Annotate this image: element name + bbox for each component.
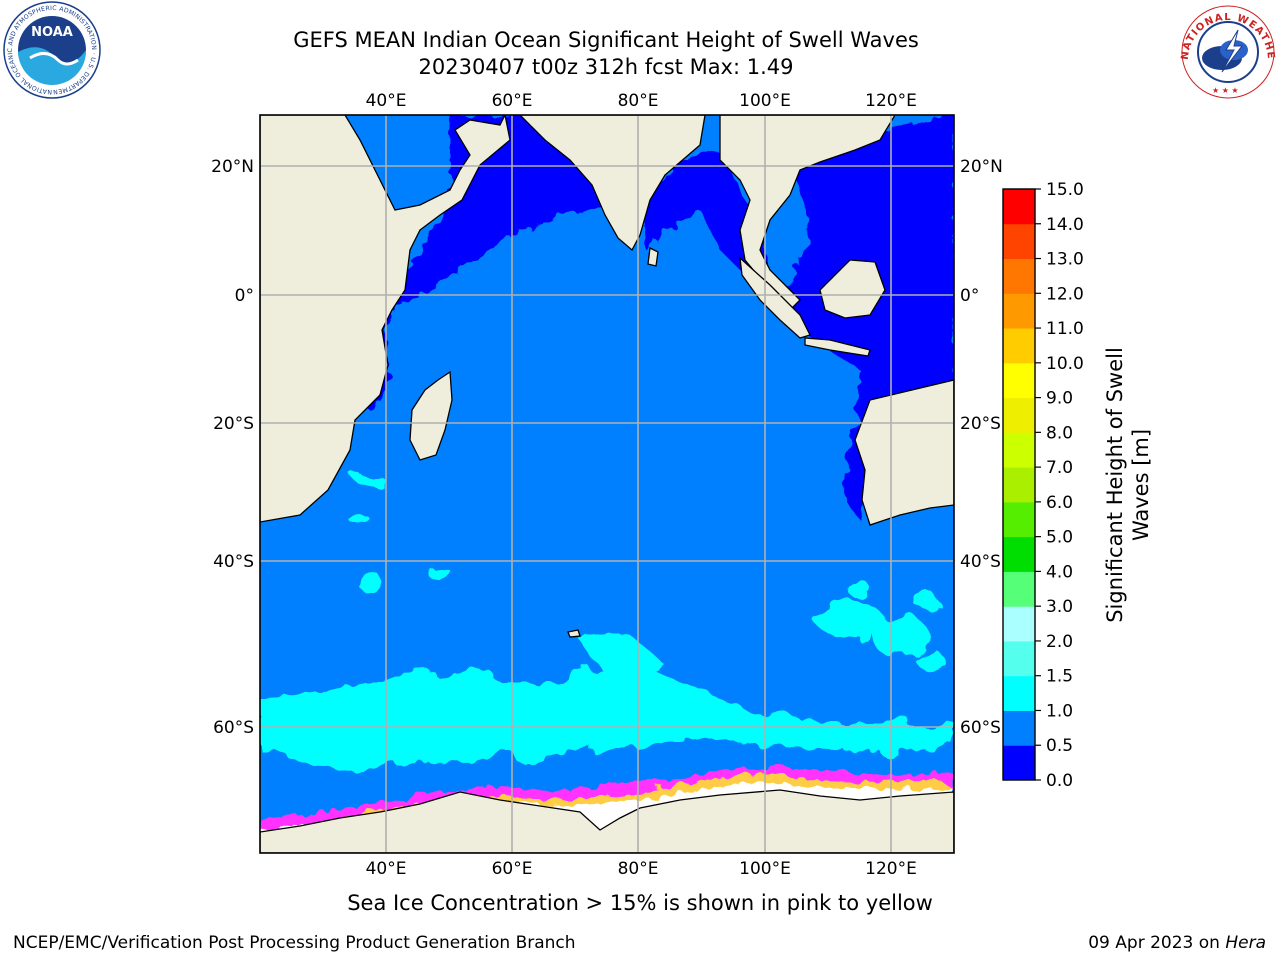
colorbar-tick-label: 2.0 — [1046, 632, 1073, 652]
colorbar-tick-label: 6.0 — [1046, 493, 1073, 513]
colorbar-tick-label: 13.0 — [1046, 250, 1084, 270]
lon-tick-bottom: 40°E — [366, 859, 407, 879]
colorbar-swatch — [1003, 710, 1035, 746]
colorbar-tick-label: 4.0 — [1046, 562, 1073, 582]
lat-tick-right: 60°S — [960, 718, 1001, 738]
colorbar-swatch — [1003, 501, 1035, 538]
australia-land — [854, 379, 954, 526]
colorbar-swatch — [1003, 223, 1035, 260]
colorbar-tick-label: 9.0 — [1046, 389, 1073, 409]
chart-title: GEFS MEAN Indian Ocean Significant Heigh… — [293, 28, 919, 52]
footer-date: 09 Apr 2023 on Hera — [1088, 933, 1266, 953]
lat-tick-left: 20°N — [211, 157, 254, 177]
lat-tick-left: 60°S — [213, 718, 254, 738]
lon-tick-top: 120°E — [865, 91, 917, 111]
colorbar-tick-label: 11.0 — [1046, 319, 1084, 339]
noaa-logo: NATIONAL OCEANIC AND ATMOSPHERIC ADMINIS… — [0, 0, 101, 99]
colorbar-label-line1: Significant Height of Swell — [1103, 347, 1127, 623]
colorbar-swatch — [1003, 328, 1035, 364]
colorbar-tick-label: 3.0 — [1046, 597, 1073, 617]
antarctica-land — [260, 789, 954, 853]
colorbar-label-line2: Waves [m] — [1129, 428, 1153, 542]
lon-tick-bottom: 120°E — [865, 859, 917, 879]
colorbar-tick-label: 1.5 — [1046, 667, 1073, 687]
nws-logo: NATIONAL WEATHER SERVICE ★ ★ ★ — [1176, 0, 1275, 99]
sri-lanka-land — [647, 247, 659, 267]
colorbar-tick-label: 5.0 — [1046, 528, 1073, 548]
colorbar-tick-label: 12.0 — [1046, 284, 1084, 304]
colorbar-tick-label: 0.0 — [1046, 771, 1073, 790]
arabian-sea-low — [358, 115, 600, 410]
colorbar-swatch — [1003, 293, 1035, 329]
bay-of-bengal-low — [640, 150, 770, 290]
southeast-asia-land — [719, 115, 896, 311]
lat-tick-right: 0° — [960, 286, 979, 306]
footer-credit: NCEP/EMC/Verification Post Processing Pr… — [13, 933, 576, 953]
colorbar-tick-label: 7.0 — [1046, 458, 1073, 478]
colorbar-tick-label: 8.0 — [1046, 423, 1073, 443]
colorbar: 0.0 0.5 1.0 1.5 2.0 3.0 4.0 5.0 6.0 7.0 8.0 9.0 10.0… — [1002, 180, 1084, 790]
chart-subtitle: 20230407 t00z 312h fcst Max: 1.49 — [418, 55, 794, 79]
svg-text:★ ★ ★: ★ ★ ★ — [1212, 86, 1239, 95]
borneo-land — [819, 259, 886, 319]
colorbar-swatch — [1003, 675, 1035, 711]
lon-tick-bottom: 60°E — [492, 859, 533, 879]
colorbar-swatch — [1003, 362, 1035, 399]
colorbar-swatch — [1003, 189, 1035, 225]
lat-tick-left: 20°S — [213, 414, 254, 434]
kerguelen-island — [567, 629, 581, 638]
colorbar-tick-label: 15.0 — [1046, 180, 1084, 200]
colorbar-swatch — [1003, 536, 1035, 572]
land-masses — [260, 115, 954, 853]
southern-cyan-band — [260, 662, 954, 770]
colorbar-swatch — [1003, 467, 1035, 503]
colorbar-swatch — [1003, 606, 1035, 642]
lon-tick-top: 80°E — [618, 91, 659, 111]
java-land — [804, 337, 871, 357]
colorbar-swatch — [1003, 640, 1035, 677]
sea-ice-note: Sea Ice Concentration > 15% is shown in … — [347, 891, 933, 915]
colorbar-swatch — [1003, 571, 1035, 607]
lat-tick-left: 40°S — [213, 552, 254, 572]
footer-host: Hera — [1225, 933, 1266, 953]
colorbar-tick-label: 1.0 — [1046, 701, 1073, 721]
footer-date-text: 09 Apr 2023 on — [1088, 933, 1226, 953]
graticule — [260, 115, 954, 853]
lat-tick-right: 20°S — [960, 414, 1001, 434]
lat-tick-right: 40°S — [960, 552, 1001, 572]
india-land — [519, 115, 706, 252]
colorbar-tick-label: 10.0 — [1046, 354, 1084, 374]
colorbar-swatch — [1003, 745, 1035, 781]
noaa-logo-text: NOAA — [31, 25, 73, 40]
colorbar-swatch — [1003, 397, 1035, 433]
colorbar-swatch — [1003, 432, 1035, 468]
colorbar-tick-label: 0.5 — [1046, 736, 1073, 756]
lon-tick-bottom: 80°E — [618, 859, 659, 879]
lat-tick-left: 0° — [235, 286, 254, 306]
lat-tick-right: 20°N — [960, 157, 1003, 177]
cyan-swell-regions — [260, 472, 954, 770]
madagascar-land — [409, 370, 453, 461]
lon-tick-bottom: 100°E — [739, 859, 791, 879]
kerguelen-cyan — [580, 635, 660, 678]
lon-tick-top: 100°E — [739, 91, 791, 111]
map-frame — [259, 114, 955, 854]
lon-tick-top: 60°E — [492, 91, 533, 111]
africa-arabia-land — [260, 115, 511, 523]
colorbar-swatch — [1003, 258, 1035, 294]
colorbar-tick-label: 14.0 — [1046, 215, 1084, 235]
lon-tick-top: 40°E — [366, 91, 407, 111]
colorbar-frame — [1002, 188, 1036, 781]
